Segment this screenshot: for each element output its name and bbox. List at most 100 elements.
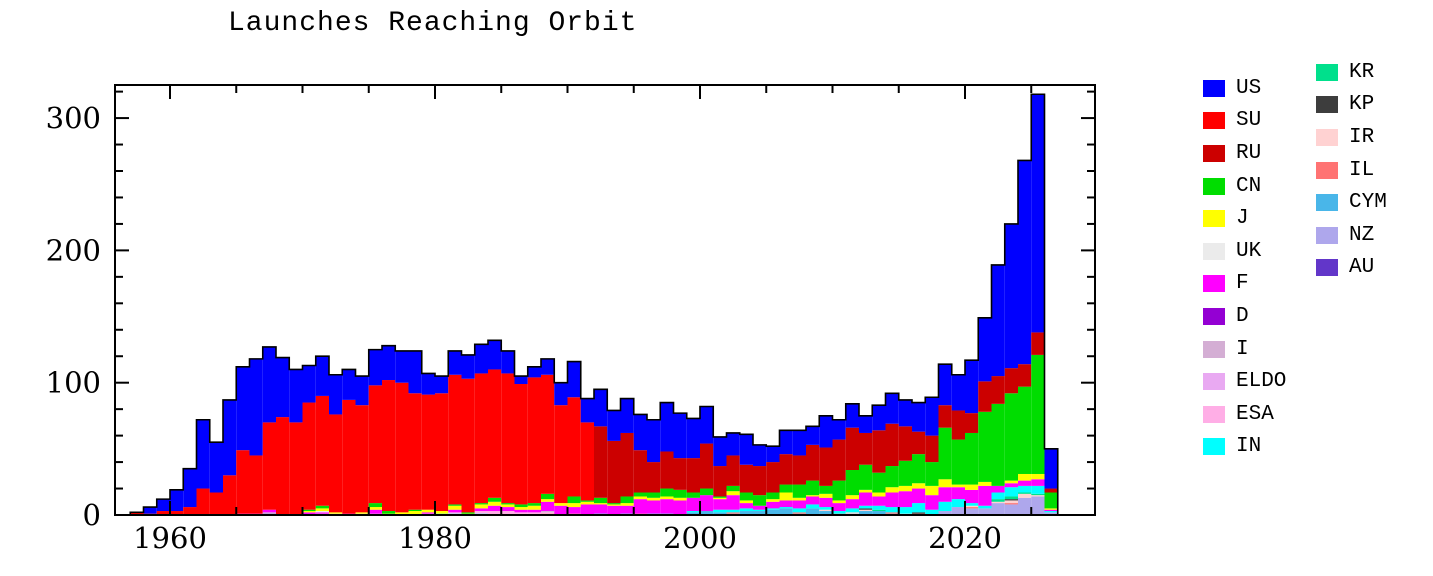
- bar-segment-us-1985: [501, 350, 515, 374]
- bar-segment-f-2023: [1004, 483, 1018, 488]
- bar-segment-in-2016: [912, 503, 926, 513]
- bar-segment-in-2024: [1018, 485, 1032, 493]
- bar-segment-uk-1971: [315, 511, 329, 513]
- legend-item-kp: KP: [1316, 89, 1387, 122]
- bar-segment-cn-1995: [633, 492, 647, 497]
- bar-segment-j-2019: [951, 484, 965, 488]
- bar-segment-ir-2009: [819, 509, 833, 512]
- legend-swatch-j: [1203, 210, 1225, 228]
- bar-segment-j-1997: [660, 496, 674, 500]
- legend-label-nz: NZ: [1349, 223, 1375, 247]
- bar-segment-nz-2025: [1031, 496, 1045, 515]
- bar-segment-su-1971: [315, 395, 329, 506]
- bar-segment-j-2009: [819, 493, 833, 498]
- bar-segment-in-2012: [859, 505, 873, 509]
- bar-segment-us-1958: [143, 507, 157, 514]
- bar-segment-cn-1997: [660, 488, 674, 497]
- legend-item-su: SU: [1203, 105, 1286, 138]
- bar-segment-us-2007: [792, 430, 806, 456]
- bar-segment-us-2009: [819, 415, 833, 448]
- bar-segment-cym-2012: [859, 511, 873, 515]
- y-tick-label: 0: [83, 498, 101, 532]
- bar-segment-j-2008: [806, 495, 820, 497]
- bar-segment-cn-1981: [448, 504, 462, 506]
- bar-segment-cym-2008: [806, 508, 820, 515]
- bar-segment-kr-2025: [1031, 493, 1045, 496]
- legend-swatch-nz: [1316, 226, 1338, 244]
- bar-segment-su-1972: [329, 414, 343, 513]
- bar-segment-us-1995: [633, 414, 647, 451]
- bar-segment-j-1981: [448, 505, 462, 510]
- bar-segment-su-1962: [196, 488, 210, 515]
- bar-segment-ru-1994: [620, 432, 634, 497]
- bar-segment-j-1988: [541, 499, 555, 502]
- bar-segment-j-2003: [739, 500, 753, 504]
- bar-segment-f-2019: [951, 487, 965, 500]
- x-tick-label: 1980: [398, 521, 472, 555]
- y-tick-label: 200: [46, 233, 101, 267]
- bar-segment-cn-1987: [527, 503, 541, 506]
- bar-segment-us-2005: [766, 446, 780, 463]
- bar-segment-cn-2000: [700, 488, 714, 496]
- legend-swatch-su: [1203, 112, 1225, 130]
- bar-segment-ru-2006: [779, 454, 793, 485]
- legend-label-cn: CN: [1236, 174, 1262, 198]
- bar-segment-cym-2003: [739, 511, 753, 515]
- bar-segment-in-2018: [938, 501, 952, 512]
- bar-segment-ru-1997: [660, 451, 674, 489]
- legend-swatch-il: [1316, 161, 1338, 179]
- bar-segment-in-2009: [819, 507, 833, 510]
- legend-item-in: IN: [1203, 431, 1286, 464]
- legend-swatch-esa: [1203, 405, 1225, 423]
- bar-segment-in-2006: [779, 507, 793, 509]
- bar-segment-us-1989: [554, 382, 568, 406]
- bar-segment-il-2007: [792, 512, 806, 514]
- bar-segment-cn-1990: [567, 496, 581, 504]
- bar-segment-us-1986: [514, 376, 528, 385]
- legend-label-kr: KR: [1349, 60, 1375, 84]
- bar-segment-cn-2011: [845, 470, 859, 496]
- bar-segment-f-1989: [554, 505, 568, 515]
- bar-segment-j-1986: [514, 507, 528, 510]
- bar-segment-kr-2022: [991, 499, 1005, 502]
- legend-column-2: KR KP IR IL CYM NZ AU: [1316, 56, 1387, 284]
- bar-segment-j-2020: [965, 484, 979, 490]
- bar-segment-in-2007: [792, 508, 806, 513]
- legend-label-i: I: [1236, 337, 1249, 361]
- legend-item-cym: CYM: [1316, 186, 1387, 219]
- bar-segment-us-2015: [898, 399, 912, 427]
- bar-segment-in-2015: [898, 507, 912, 514]
- bar-segment-ru-2023: [1004, 368, 1018, 394]
- bar-segment-us-1993: [607, 410, 621, 441]
- bar-segment-us-1968: [276, 357, 290, 418]
- bar-segment-us-1962: [196, 419, 210, 489]
- bar-segment-us-2019: [951, 374, 965, 411]
- bar-segment-cym-1999: [686, 512, 700, 515]
- bar-segment-su-1991: [580, 422, 594, 501]
- legend-item-cn: CN: [1203, 170, 1286, 203]
- bar-segment-us-1996: [647, 419, 661, 463]
- bar-segment-us-1960: [170, 489, 184, 512]
- bar-segment-ru-2010: [832, 439, 846, 481]
- legend-label-ir: IR: [1349, 125, 1375, 149]
- bar-segment-su-1964: [223, 475, 237, 515]
- bar-segment-ru-2003: [739, 464, 753, 493]
- bar-segment-su-1960: [170, 511, 184, 515]
- bar-segment-ir-2024: [1018, 493, 1032, 498]
- bar-segment-cn-2022: [991, 403, 1005, 486]
- bar-segment-f-2010: [832, 503, 846, 512]
- bar-segment-ru-1995: [633, 450, 647, 493]
- bar-segment-su-1981: [448, 374, 462, 505]
- bar-segment-f-2013: [872, 496, 886, 506]
- bar-segment-cn-2014: [885, 466, 899, 488]
- bar-segment-esa-1985: [501, 511, 515, 515]
- bar-segment-i-1967: [262, 512, 276, 514]
- bar-segment-in-2022: [991, 492, 1005, 500]
- bar-segment-in-2026: [1044, 511, 1058, 513]
- bar-segment-su-1965: [236, 450, 250, 514]
- bar-segment-j-1991: [580, 501, 594, 505]
- bar-segment-f-1983: [474, 508, 488, 512]
- bar-segment-cym-2006: [779, 508, 793, 515]
- legend-item-il: IL: [1316, 154, 1387, 187]
- bar-segment-us-2008: [806, 426, 820, 445]
